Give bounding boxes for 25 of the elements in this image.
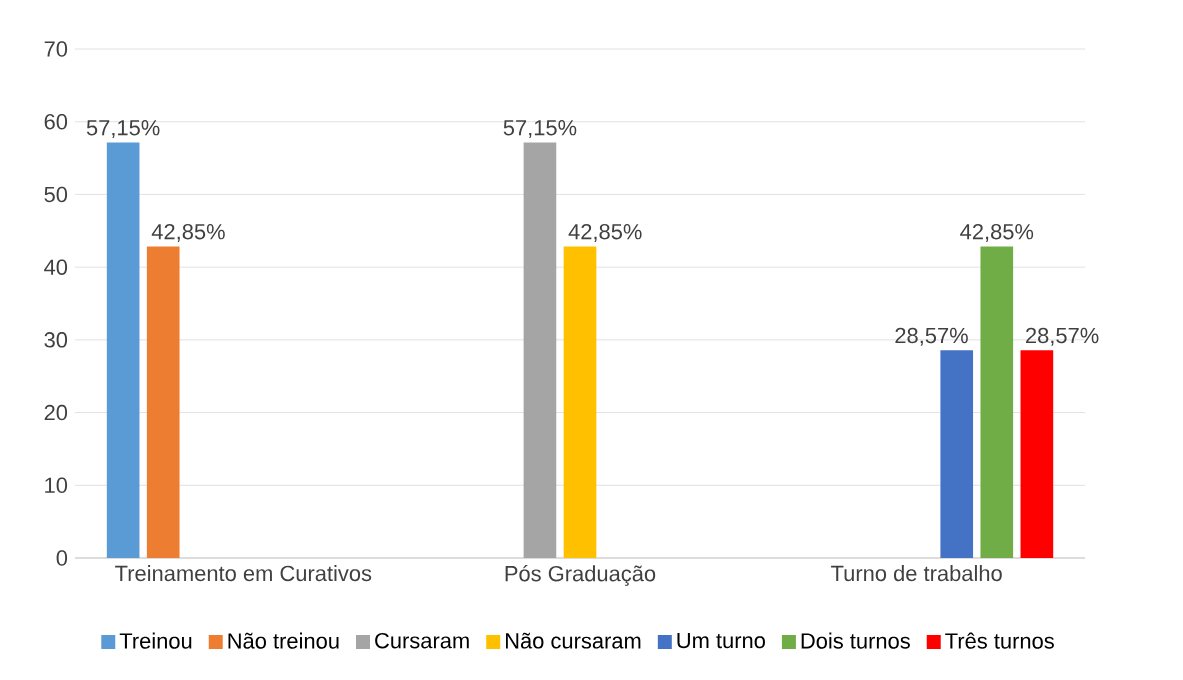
legend-label: Não treinou [228,632,339,649]
x-tick-label: Treinamento em Curativos [115,565,372,582]
y-tick-label: 10 [45,477,68,494]
data-label: 42,85% [151,223,225,243]
y-tick-label: 40 [44,259,68,275]
y-tick-label: 20 [44,404,68,421]
data-label: 28,57% [895,327,968,346]
legend-label: Um turno [677,633,765,649]
y-tick-label: 70 [44,41,68,57]
y-tick-label: 0 [56,550,68,566]
data-label: 57,15% [86,120,160,139]
legend-label: Cursaram [375,632,469,649]
data-label: 42,85% [568,223,642,243]
x-tick-label: Turno de trabalho [831,565,1002,582]
legend-label: Três turnos [945,632,1054,649]
y-tick-label: 60 [44,113,68,130]
legend-label: Não cursaram [506,632,641,649]
legend-label: Treinou [119,632,192,649]
x-tick-label: Pós Graduação [505,565,656,586]
y-tick-label: 50 [44,186,68,203]
data-label: 57,15% [503,120,577,139]
legend-label: Dois turnos [801,632,910,649]
data-label: 28,57% [1026,327,1099,346]
data-label: 42,85% [960,223,1034,243]
y-tick-label: 30 [44,332,68,348]
